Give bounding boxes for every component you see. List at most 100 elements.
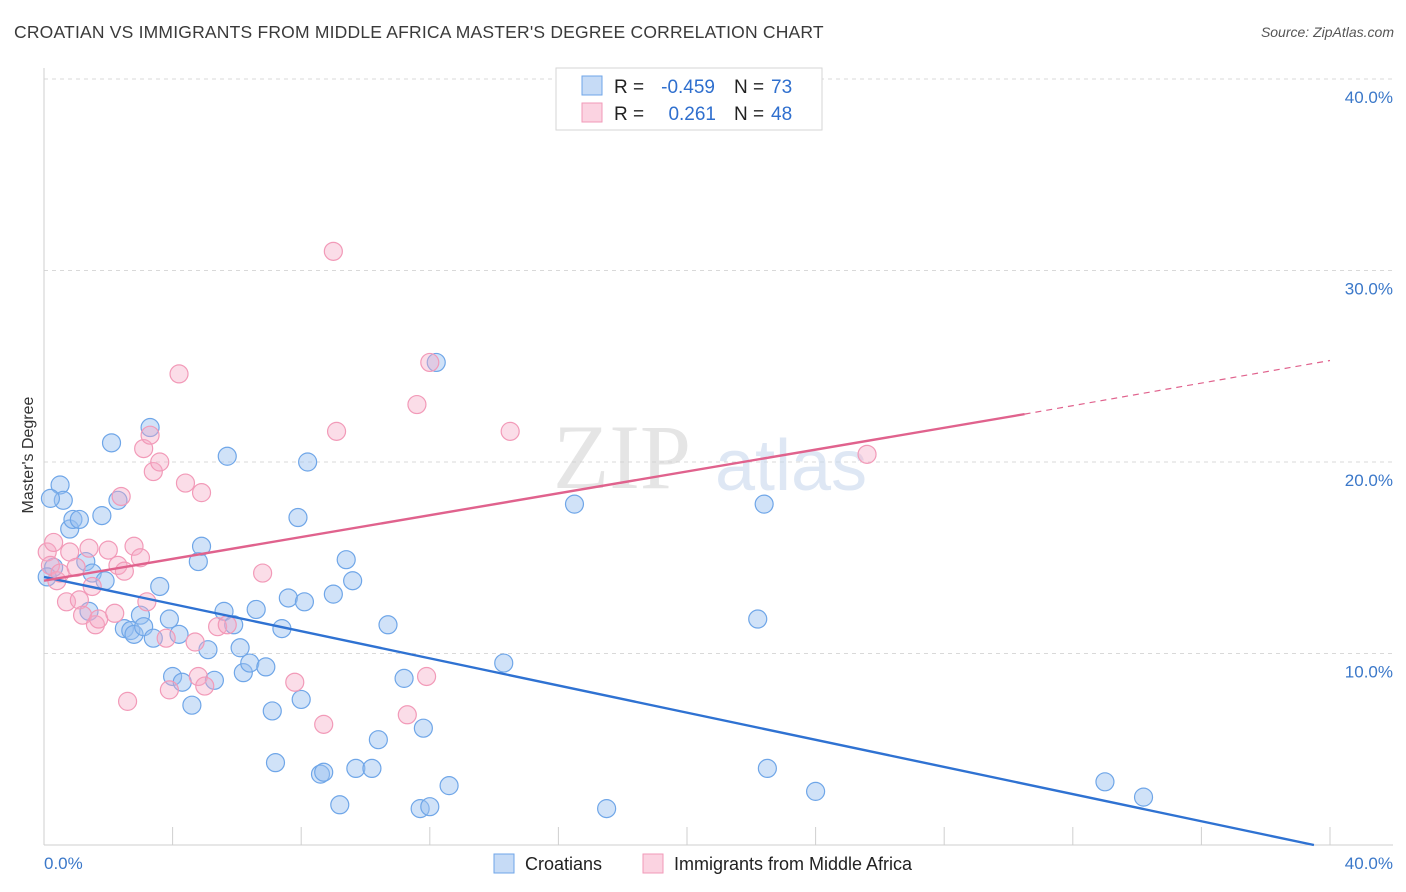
- point-croatians: [169, 624, 189, 644]
- point-croatians: [394, 668, 414, 688]
- point-immigrants: [217, 615, 237, 635]
- point-immigrants: [169, 364, 189, 384]
- point-croatians: [757, 758, 777, 779]
- point-croatians: [597, 799, 617, 819]
- point-immigrants: [188, 666, 208, 687]
- point-immigrants: [397, 705, 417, 725]
- point-immigrants: [143, 461, 163, 482]
- chart-title: CROATIAN VS IMMIGRANTS FROM MIDDLE AFRIC…: [14, 22, 824, 42]
- point-croatians: [262, 701, 282, 721]
- trend-line-croatians: [43, 575, 1315, 847]
- point-immigrants: [191, 483, 212, 503]
- point-croatians: [182, 695, 202, 715]
- point-immigrants: [185, 632, 205, 652]
- y-tick-label: 20.0%: [1345, 471, 1393, 490]
- point-immigrants: [69, 590, 89, 610]
- watermark-atlas: atlas: [715, 426, 867, 506]
- point-croatians: [191, 536, 212, 556]
- point-croatians: [494, 653, 514, 673]
- legend-n-label-2: N =: [734, 104, 764, 125]
- point-immigrants: [105, 603, 125, 623]
- point-immigrants: [857, 444, 877, 464]
- legend-r-value-1: -0.459: [661, 77, 715, 98]
- top-legend: R = -0.459 N = 73 R = 0.261 N = 48: [555, 67, 823, 131]
- point-immigrants: [130, 548, 151, 568]
- point-croatians: [188, 551, 208, 572]
- point-immigrants: [195, 676, 215, 696]
- point-croatians: [101, 433, 122, 453]
- point-immigrants: [285, 672, 305, 692]
- point-croatians: [265, 753, 286, 773]
- legend-n-value-1: 73: [771, 77, 792, 98]
- y-axis-label: Master's Degree: [20, 396, 37, 513]
- point-immigrants: [416, 666, 437, 687]
- point-croatians: [410, 799, 430, 819]
- legend-n-value-2: 48: [771, 104, 792, 125]
- point-croatians: [330, 795, 350, 815]
- legend-r-label-1: R =: [614, 77, 644, 98]
- point-immigrants: [79, 538, 99, 558]
- point-croatians: [92, 506, 112, 526]
- data-points: [37, 241, 1154, 819]
- point-croatians: [40, 488, 61, 508]
- point-immigrants: [323, 241, 343, 261]
- point-croatians: [413, 718, 433, 738]
- point-immigrants: [175, 473, 196, 493]
- point-croatians: [288, 507, 308, 528]
- bottom-legend-swatch-croatians: [493, 853, 515, 874]
- legend-swatch-pink: [581, 102, 603, 123]
- point-croatians: [291, 689, 311, 710]
- point-croatians: [754, 494, 774, 514]
- point-immigrants: [208, 617, 228, 637]
- point-croatians: [420, 797, 440, 817]
- y-tick-label: 10.0%: [1345, 663, 1393, 682]
- bottom-legend: Croatians Immigrants from Middle Africa: [493, 853, 913, 874]
- point-immigrants: [111, 486, 131, 507]
- point-croatians: [336, 550, 356, 570]
- watermark-zip: ZIP: [553, 406, 691, 508]
- point-croatians: [294, 592, 315, 612]
- point-croatians: [362, 758, 382, 779]
- point-croatians: [805, 781, 826, 801]
- point-immigrants: [44, 532, 64, 553]
- point-croatians: [439, 776, 459, 796]
- point-croatians: [204, 670, 224, 690]
- bottom-legend-swatch-immigrants: [642, 853, 664, 874]
- point-croatians: [230, 638, 250, 658]
- point-croatians: [564, 494, 585, 514]
- point-croatians: [343, 571, 363, 591]
- point-immigrants: [85, 615, 106, 635]
- y-tick-labels: 10.0% 20.0% 30.0% 40.0%: [1345, 88, 1393, 682]
- point-croatians: [159, 609, 179, 629]
- legend-swatch-blue: [581, 75, 603, 96]
- point-croatians: [298, 452, 318, 472]
- source-label: Source: ZipAtlas.com: [1260, 24, 1394, 40]
- point-immigrants: [159, 680, 179, 700]
- point-immigrants: [156, 628, 176, 648]
- bottom-legend-immigrants: Immigrants from Middle Africa: [674, 854, 913, 874]
- point-croatians: [748, 609, 768, 629]
- point-croatians: [1133, 787, 1154, 807]
- point-croatians: [69, 509, 89, 530]
- point-croatians: [217, 446, 237, 466]
- point-immigrants: [314, 714, 334, 734]
- point-croatians: [246, 599, 266, 620]
- legend-r-value-2: 0.261: [668, 104, 716, 125]
- point-immigrants: [89, 609, 109, 629]
- point-croatians: [368, 730, 388, 750]
- point-immigrants: [326, 421, 347, 441]
- point-immigrants: [253, 563, 273, 583]
- watermark: ZIP atlas: [553, 406, 867, 508]
- point-croatians: [1095, 772, 1115, 792]
- point-croatians: [256, 657, 276, 677]
- grid-lines: [44, 78, 1393, 654]
- point-immigrants: [98, 540, 118, 560]
- legend-r-label-2: R =: [614, 104, 644, 125]
- point-croatians: [314, 762, 334, 782]
- point-immigrants: [150, 452, 170, 472]
- point-croatians: [240, 653, 260, 673]
- trend-lines: [43, 359, 1331, 847]
- point-immigrants: [500, 421, 520, 441]
- point-croatians: [310, 764, 331, 784]
